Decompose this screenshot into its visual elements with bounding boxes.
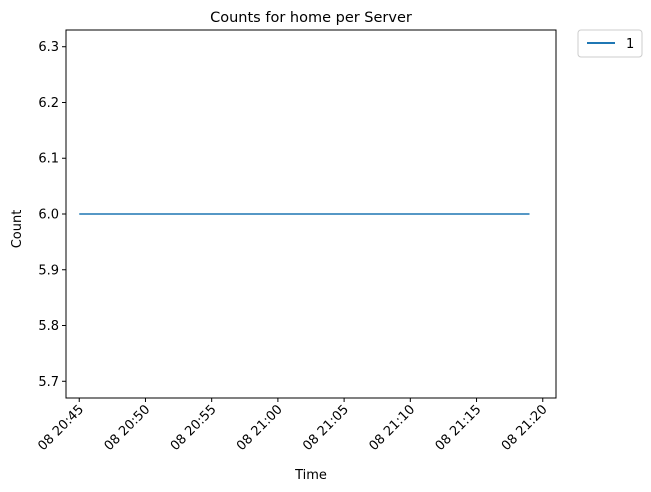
x-axis-ticks: 08 20:45 08 20:50 08 20:55 08 21:00 08 21:05… bbox=[35, 398, 551, 454]
y-axis-label: Count bbox=[10, 210, 25, 249]
y-tick-label: 6.1 bbox=[38, 152, 59, 167]
y-tick-label: 6.3 bbox=[38, 40, 59, 55]
legend: 1 bbox=[577, 29, 643, 58]
legend-label-1: 1 bbox=[626, 37, 634, 52]
y-tick-label: 5.8 bbox=[38, 319, 59, 334]
x-tick-label: 08 20:55 bbox=[168, 402, 220, 454]
y-tick-label: 6.0 bbox=[38, 208, 59, 223]
y-tick-label: 5.9 bbox=[38, 263, 59, 278]
x-axis-label: Time bbox=[294, 468, 327, 483]
y-tick-label: 5.7 bbox=[38, 375, 59, 390]
x-tick-label: 08 20:50 bbox=[102, 402, 154, 454]
x-tick-label: 08 21:10 bbox=[366, 402, 418, 454]
x-tick-label: 08 21:05 bbox=[300, 402, 352, 454]
x-tick-label: 08 21:15 bbox=[433, 402, 485, 454]
plot-area-frame bbox=[65, 29, 557, 399]
y-axis-ticks: 5.7 5.8 5.9 6.0 6.1 6.2 6.3 bbox=[38, 40, 66, 390]
chart-title: Counts for home per Server bbox=[210, 10, 412, 26]
x-tick-label: 08 20:45 bbox=[35, 402, 87, 454]
x-tick-label: 08 21:00 bbox=[234, 402, 286, 454]
y-tick-label: 6.2 bbox=[38, 96, 59, 111]
x-tick-label: 08 21:20 bbox=[499, 402, 551, 454]
